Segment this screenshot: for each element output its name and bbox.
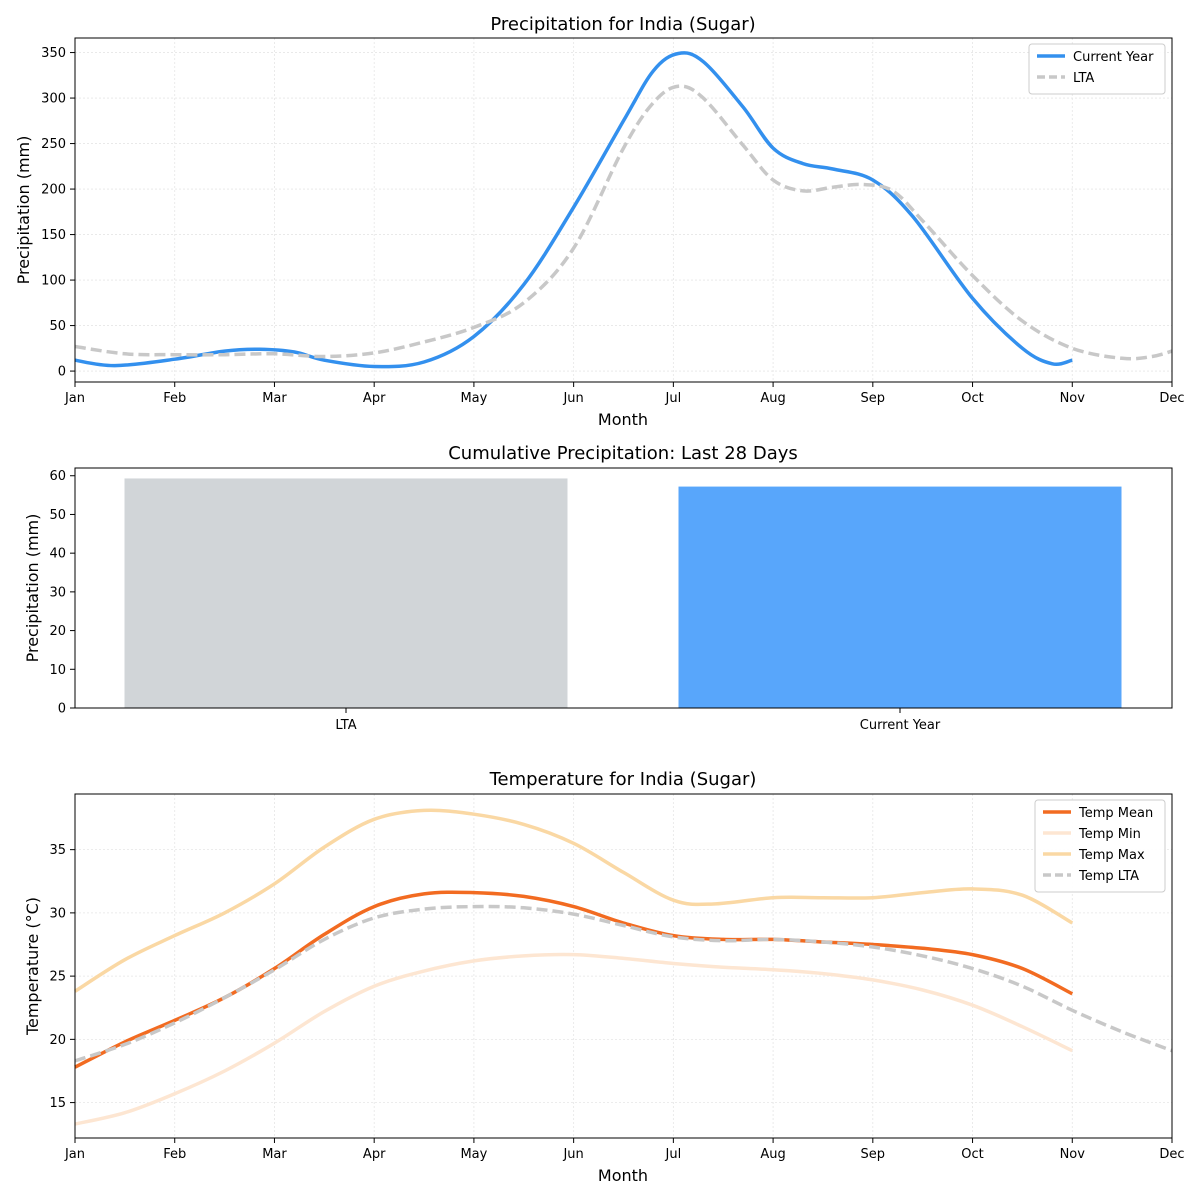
precip-x-tick-label: May: [460, 391, 487, 406]
temp-legend-label: Temp Mean: [1078, 806, 1153, 821]
precip-y-tick-label: 100: [41, 274, 66, 289]
bar-current-year: [678, 486, 1122, 708]
temp-series-group: [74, 808, 1173, 1126]
precip-x-tick-label: Apr: [363, 391, 386, 406]
cumulative-y-tick-label: 0: [58, 702, 66, 717]
temperature-chart: Temperature for India (Sugar) 15 20 25 30 35…: [23, 769, 1185, 1185]
temp-series-line-temp-lta: [74, 904, 1173, 1063]
precip-x-tick-label: Aug: [760, 391, 785, 406]
temp-legend-label: Temp LTA: [1078, 869, 1139, 884]
temp-x-tick-label: Nov: [1060, 1147, 1086, 1162]
cumulative-x-ticks: LTA Current Year: [335, 708, 941, 733]
temp-x-tick-label: Mar: [262, 1147, 287, 1162]
temp-x-axis-label: Month: [598, 1166, 648, 1185]
temp-series-line-temp-max: [74, 808, 1074, 993]
precip-y-axis-label: Precipitation (mm): [14, 136, 33, 285]
cumulative-y-tick-label: 20: [49, 624, 66, 639]
precip-x-tick-label: Feb: [163, 391, 186, 406]
cumulative-chart-title: Cumulative Precipitation: Last 28 Days: [448, 443, 798, 464]
precip-x-axis-label: Month: [598, 410, 648, 429]
cumulative-bars: [124, 478, 1122, 708]
temp-chart-title: Temperature for India (Sugar): [489, 769, 757, 790]
precip-x-tick-label: Jan: [64, 391, 85, 406]
temp-y-tick-label: 30: [49, 906, 66, 921]
temp-x-tick-label: Aug: [760, 1147, 785, 1162]
precip-y-tick-label: 0: [58, 365, 66, 380]
temp-legend: Temp Mean Temp Min Temp Max Temp LTA: [1034, 799, 1166, 893]
precip-chart-title: Precipitation for India (Sugar): [490, 14, 755, 35]
cumulative-y-tick-label: 40: [49, 547, 66, 562]
precip-legend-label: Current Year: [1073, 50, 1154, 65]
precip-x-tick-label: Jun: [562, 391, 583, 406]
precip-x-tick-label: Dec: [1159, 391, 1184, 406]
precip-x-tick-label: Sep: [861, 391, 886, 406]
temp-y-tick-label: 20: [49, 1033, 66, 1048]
precip-series-line-lta: [74, 84, 1173, 361]
temp-y-tick-label: 35: [49, 843, 66, 858]
precip-legend: Current Year LTA: [1028, 43, 1166, 95]
temp-legend-box: [1034, 799, 1166, 893]
temp-y-ticks: 15 20 25 30 35: [49, 843, 75, 1111]
temp-x-tick-label: Jul: [665, 1147, 682, 1162]
precipitation-chart: Precipitation for India (Sugar) 0 50 100 15…: [14, 14, 1185, 429]
temp-x-tick-label: Sep: [861, 1147, 886, 1162]
temp-x-tick-label: May: [460, 1147, 487, 1162]
cumulative-y-tick-label: 60: [49, 469, 66, 484]
cumulative-y-tick-label: 10: [49, 663, 66, 678]
temp-y-axis-label: Temperature (°C): [23, 897, 42, 1036]
precip-y-tick-label: 300: [41, 92, 66, 107]
precip-y-tick-label: 200: [41, 183, 66, 198]
bar-lta: [124, 478, 568, 708]
precip-y-tick-label: 150: [41, 228, 66, 243]
temp-x-tick-label: Jan: [64, 1147, 85, 1162]
precip-x-ticks: Jan Feb Mar Apr May Jun Jul Aug Sep Oct Nov Dec: [64, 382, 1185, 406]
precip-series-group: [74, 51, 1173, 369]
precip-x-tick-label: Mar: [262, 391, 287, 406]
temp-grid: [74, 794, 1173, 1138]
temp-x-ticks: Jan Feb Mar Apr May Jun Jul Aug Sep Oct Nov Dec: [64, 1138, 1185, 1162]
precip-plot-frame: [74, 37, 1173, 383]
temp-x-tick-label: Jun: [562, 1147, 583, 1162]
cumulative-x-tick-label: Current Year: [860, 718, 941, 733]
precip-y-tick-label: 50: [49, 319, 66, 334]
temp-plot-frame: [74, 793, 1173, 1139]
temp-y-tick-label: 15: [49, 1096, 66, 1111]
precip-x-tick-label: Oct: [961, 391, 983, 406]
temp-x-tick-label: Oct: [961, 1147, 983, 1162]
temp-x-tick-label: Dec: [1159, 1147, 1184, 1162]
cumulative-bar-chart: Cumulative Precipitation: Last 28 Days 0…: [23, 443, 1173, 733]
precip-series-line-current-year: [74, 51, 1073, 369]
precip-grid: [74, 38, 1173, 382]
temp-y-tick-label: 25: [49, 970, 66, 985]
temp-x-tick-label: Apr: [363, 1147, 386, 1162]
precip-y-tick-label: 350: [41, 46, 66, 61]
temp-x-tick-label: Feb: [163, 1147, 186, 1162]
temp-legend-label: Temp Max: [1078, 848, 1145, 863]
precip-y-tick-label: 250: [41, 137, 66, 152]
temp-series-line-temp-min: [74, 952, 1074, 1126]
cumulative-x-tick-label: LTA: [335, 718, 356, 733]
precip-x-tick-label: Jul: [665, 391, 682, 406]
cumulative-y-tick-label: 30: [49, 585, 66, 600]
temp-legend-label: Temp Min: [1078, 827, 1141, 842]
cumulative-y-axis-label: Precipitation (mm): [23, 514, 42, 663]
precip-x-tick-label: Nov: [1060, 391, 1086, 406]
cumulative-y-tick-label: 50: [49, 508, 66, 523]
cumulative-y-ticks: 0 10 20 30 40 50 60: [49, 469, 75, 717]
cumulative-plot-frame: [74, 467, 1173, 709]
precip-y-ticks: 0 50 100 150 200 250 300 350: [41, 46, 75, 380]
precip-legend-label: LTA: [1073, 71, 1094, 86]
